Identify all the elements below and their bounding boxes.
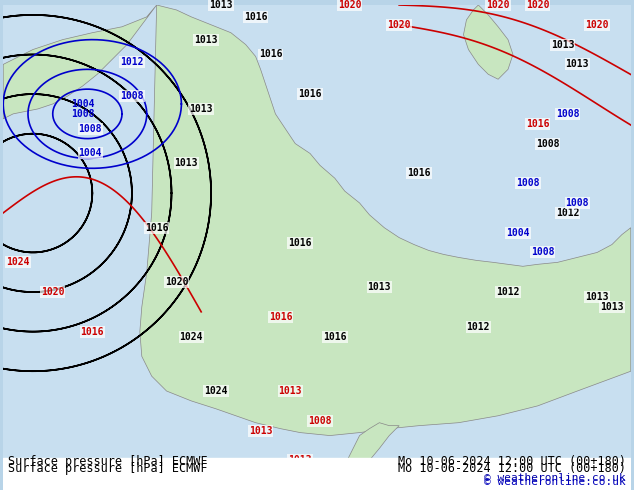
Text: 1008: 1008 <box>79 123 102 134</box>
Text: 1016: 1016 <box>145 222 169 233</box>
Text: 1024: 1024 <box>179 332 203 342</box>
Bar <box>3 458 631 490</box>
Text: 1013: 1013 <box>190 104 213 114</box>
Text: Surface pressure [hPa] ECMWF: Surface pressure [hPa] ECMWF <box>8 462 208 475</box>
Polygon shape <box>3 5 157 119</box>
Text: 1013: 1013 <box>209 0 233 10</box>
Text: 1016: 1016 <box>288 238 312 247</box>
Text: 1013: 1013 <box>288 455 312 466</box>
Text: 1008: 1008 <box>120 91 144 101</box>
Text: 1016: 1016 <box>81 327 104 337</box>
Text: 1020: 1020 <box>165 277 188 287</box>
Text: 1013: 1013 <box>600 302 624 312</box>
Text: 1013: 1013 <box>368 282 391 292</box>
Text: 1013: 1013 <box>585 292 609 302</box>
Text: 1012: 1012 <box>496 287 520 297</box>
Text: Mo 10-06-2024 12:00 UTC (00+180): Mo 10-06-2024 12:00 UTC (00+180) <box>398 455 626 468</box>
Text: 1008: 1008 <box>70 109 94 119</box>
Text: 1012: 1012 <box>467 321 490 332</box>
Text: 1020: 1020 <box>526 0 550 10</box>
Text: 1020: 1020 <box>387 20 411 30</box>
Text: 1008: 1008 <box>516 178 540 188</box>
Text: 1008: 1008 <box>308 416 332 426</box>
Text: 1004: 1004 <box>506 228 529 238</box>
Text: 1004: 1004 <box>79 148 102 158</box>
Text: 1020: 1020 <box>486 0 510 10</box>
Text: 1013: 1013 <box>174 158 198 169</box>
Text: 1016: 1016 <box>269 312 292 322</box>
Text: 1024: 1024 <box>204 386 228 396</box>
Text: 1008: 1008 <box>566 198 589 208</box>
Text: © weatheronline.co.uk: © weatheronline.co.uk <box>484 477 626 487</box>
Text: 1008: 1008 <box>555 109 579 119</box>
Text: 1024: 1024 <box>6 257 30 268</box>
Text: 1016: 1016 <box>526 119 550 129</box>
Text: 1008: 1008 <box>531 247 554 257</box>
Text: 1013: 1013 <box>278 386 302 396</box>
Text: © weatheronline.co.uk: © weatheronline.co.uk <box>484 473 626 483</box>
Text: 1013: 1013 <box>195 35 218 45</box>
Text: 1013: 1013 <box>551 40 574 49</box>
Polygon shape <box>463 5 513 79</box>
Text: 1012: 1012 <box>555 208 579 218</box>
Text: 1008: 1008 <box>536 139 559 148</box>
Text: 1016: 1016 <box>244 12 268 22</box>
Text: 1004: 1004 <box>70 99 94 109</box>
Text: 1013: 1013 <box>249 426 273 436</box>
Polygon shape <box>140 5 631 436</box>
Text: 1016: 1016 <box>323 332 347 342</box>
Text: 1013: 1013 <box>566 59 589 70</box>
Text: 1016: 1016 <box>407 168 430 178</box>
Text: Surface pressure [hPa] ECMWF: Surface pressure [hPa] ECMWF <box>8 455 208 468</box>
Text: 1020: 1020 <box>585 20 609 30</box>
Text: 1020: 1020 <box>41 287 65 297</box>
Text: 1020: 1020 <box>338 0 361 10</box>
Text: 1013: 1013 <box>318 475 342 485</box>
Text: 1016: 1016 <box>259 49 282 59</box>
Polygon shape <box>340 423 399 490</box>
Text: Mo 10-06-2024 12:00 UTC (00+180): Mo 10-06-2024 12:00 UTC (00+180) <box>398 462 626 475</box>
Text: 1016: 1016 <box>299 89 322 99</box>
Text: 1012: 1012 <box>120 57 144 68</box>
